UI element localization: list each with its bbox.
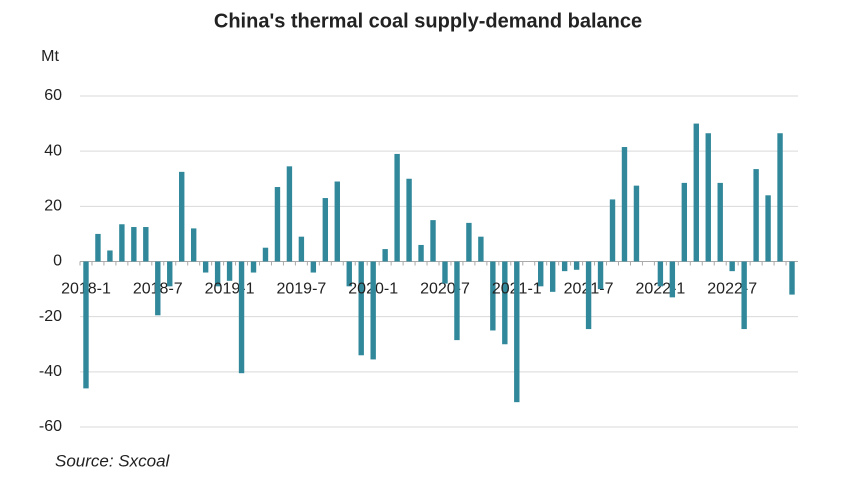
bar	[155, 261, 161, 316]
bar	[789, 261, 795, 295]
bar	[226, 261, 233, 281]
y-tick-label: -60	[39, 418, 62, 435]
bar	[693, 123, 699, 262]
source: Source: Sxcoal	[55, 451, 171, 470]
bar	[669, 261, 676, 298]
bar	[286, 166, 293, 262]
bar	[167, 261, 173, 287]
bar	[322, 198, 329, 262]
y-tick-label: 20	[44, 198, 62, 215]
bar	[143, 227, 149, 262]
bar	[609, 199, 616, 262]
bar	[561, 261, 568, 272]
bar	[777, 133, 783, 262]
bar	[202, 261, 209, 273]
x-tick-label: 2019-1	[205, 281, 255, 298]
bar	[681, 182, 688, 262]
bar	[538, 261, 544, 287]
bar	[310, 261, 317, 273]
bar	[346, 261, 352, 287]
bar	[454, 261, 460, 341]
bar	[358, 261, 364, 356]
y-axis-label: Mt	[41, 48, 59, 65]
x-tick-label: 2022-7	[707, 281, 757, 298]
bar	[119, 224, 125, 262]
bar	[573, 261, 580, 270]
bar	[83, 261, 89, 389]
bar	[214, 261, 221, 287]
y-tick-label: 60	[44, 87, 62, 104]
x-tick-label: 2019-7	[276, 281, 326, 298]
bar	[514, 261, 520, 403]
bar	[394, 153, 400, 262]
bar	[370, 261, 376, 360]
bar	[765, 195, 771, 262]
bar	[382, 249, 388, 262]
y-tick-label: 0	[53, 253, 62, 270]
bar	[274, 187, 281, 262]
bar	[466, 222, 472, 262]
bar	[238, 261, 245, 374]
bar	[585, 261, 592, 330]
y-tick-label: -40	[39, 363, 62, 380]
bar	[298, 236, 305, 262]
bar	[621, 147, 628, 262]
bar	[717, 182, 723, 262]
bar	[741, 261, 747, 330]
bar	[190, 228, 197, 262]
y-tick-label: -20	[39, 308, 62, 325]
bar	[753, 169, 759, 262]
bar	[657, 261, 664, 287]
bar	[597, 261, 604, 290]
bar	[729, 261, 735, 272]
bar	[107, 250, 113, 262]
bar	[418, 244, 424, 262]
bar	[633, 185, 640, 262]
bar	[430, 220, 436, 262]
bar	[705, 133, 711, 262]
bar	[334, 181, 340, 262]
chart-title: China's thermal coal supply-demand balan…	[214, 10, 642, 32]
bar	[442, 261, 448, 284]
bar	[179, 171, 185, 262]
bar	[95, 233, 101, 262]
bar	[502, 261, 508, 345]
bar	[250, 261, 257, 273]
bar	[262, 247, 269, 262]
bar	[406, 178, 412, 262]
bar	[490, 261, 496, 331]
bar	[478, 236, 484, 262]
bar	[549, 261, 556, 292]
y-tick-label: 40	[44, 142, 62, 159]
bar	[131, 227, 137, 262]
